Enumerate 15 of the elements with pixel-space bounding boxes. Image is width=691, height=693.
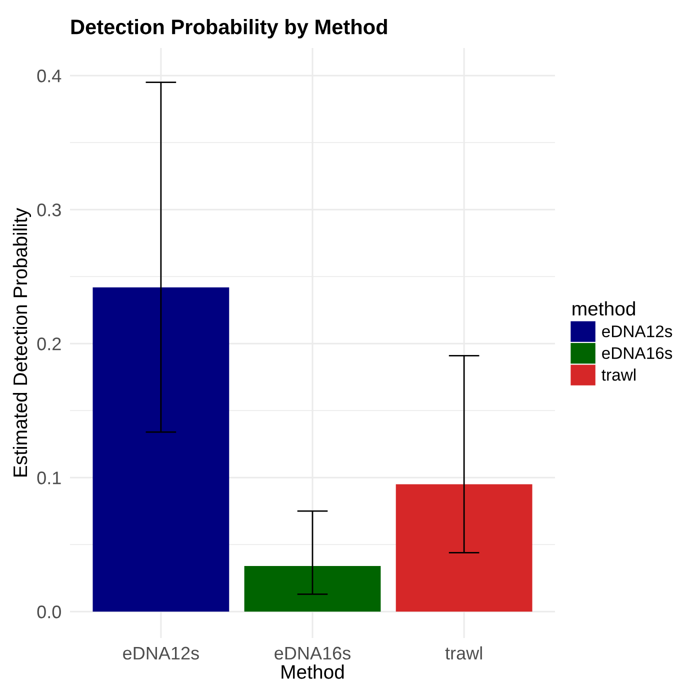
x-tick-label: eDNA16s bbox=[274, 646, 350, 660]
y-axis-title: Estimated Detection Probability bbox=[12, 208, 32, 476]
chart-title: Detection Probability by Method bbox=[71, 19, 387, 38]
x-tick-label: eDNA12s bbox=[123, 646, 199, 660]
y-tick-label: 0.4 bbox=[37, 70, 62, 82]
legend-label: trawl bbox=[602, 368, 636, 381]
y-tick-label: 0.1 bbox=[37, 472, 61, 484]
y-tick-label: 0.2 bbox=[37, 338, 61, 350]
legend-title: method bbox=[572, 301, 635, 316]
x-tick-label: trawl bbox=[445, 646, 482, 660]
x-axis-title: Method bbox=[282, 664, 344, 679]
y-tick-label: 0.0 bbox=[37, 606, 61, 618]
y-tick-label: 0.3 bbox=[37, 204, 61, 216]
legend-label: eDNA12s bbox=[602, 325, 672, 338]
legend-label: eDNA16s bbox=[602, 347, 672, 360]
